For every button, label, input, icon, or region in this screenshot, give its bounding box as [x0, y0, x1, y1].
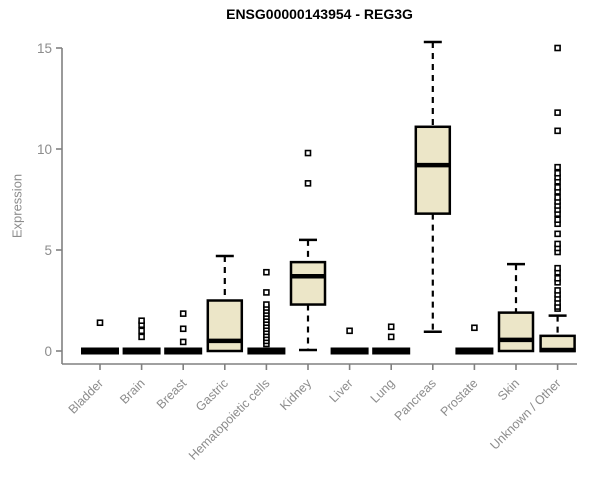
x-tick-label: Brain [117, 376, 148, 407]
chart-title: ENSG00000143954 - REG3G [226, 6, 413, 22]
x-tick-label: Lung [368, 376, 398, 406]
outlier-point [554, 240, 561, 248]
outlier-point [554, 109, 561, 116]
y-tick-label: 5 [44, 243, 52, 258]
outlier-point [554, 169, 561, 177]
outlier-point [554, 184, 561, 191]
y-tick-label: 0 [44, 344, 52, 359]
outlier-point [554, 230, 561, 238]
x-tick-label: Unknown / Other [487, 376, 563, 452]
x-tick-label: Breast [154, 376, 190, 412]
boxplot-collapsed-box [122, 347, 161, 355]
x-tick-label: Liver [327, 376, 356, 405]
outlier-point [554, 127, 561, 135]
boxplot-collapsed-box [247, 347, 286, 355]
outlier-point [304, 180, 312, 187]
outlier-point [179, 338, 187, 346]
outlier-point [554, 287, 561, 294]
x-tick-label: Gastric [193, 376, 231, 414]
x-tick-label: Kidney [277, 376, 314, 413]
outlier-point [138, 327, 145, 335]
outlier-point [179, 310, 187, 317]
outlier-point [263, 289, 270, 296]
outlier-point [471, 324, 478, 332]
outlier-point [138, 317, 145, 325]
outlier-point [304, 149, 312, 157]
boxplot-collapsed-box [455, 347, 494, 355]
boxplot-collapsed-box [164, 347, 203, 355]
outlier-point [387, 333, 395, 341]
outlier-point [554, 264, 561, 272]
outlier-point [387, 323, 395, 331]
boxplot-collapsed-box [330, 347, 369, 355]
boxplot-collapsed-box [81, 347, 119, 355]
outlier-point [554, 216, 561, 223]
x-tick-label: Skin [495, 376, 522, 403]
boxplot-box [206, 299, 244, 353]
outlier-point [138, 333, 145, 341]
outlier-point [179, 325, 187, 333]
outlier-point [554, 274, 561, 282]
x-tick-label: Pancreas [392, 376, 439, 423]
outlier-point [554, 194, 561, 201]
x-tick-label: Hematopoietic cells [186, 376, 273, 463]
outlier-point [554, 44, 561, 52]
y-tick-label: 10 [37, 142, 52, 157]
outlier-point [263, 268, 270, 276]
boxplot-collapsed-box [372, 347, 411, 355]
outlier-point [263, 301, 270, 308]
y-tick-label: 15 [37, 41, 52, 56]
outlier-point [346, 327, 353, 335]
boxplot-box [414, 125, 452, 215]
boxplot-box [289, 260, 327, 306]
outlier-point [554, 163, 561, 171]
x-tick-label: Bladder [66, 376, 106, 416]
boxplot-box [497, 311, 535, 353]
x-tick-label: Prostate [438, 376, 481, 419]
y-axis-label: Expression [9, 173, 25, 239]
outlier-point [96, 319, 104, 327]
